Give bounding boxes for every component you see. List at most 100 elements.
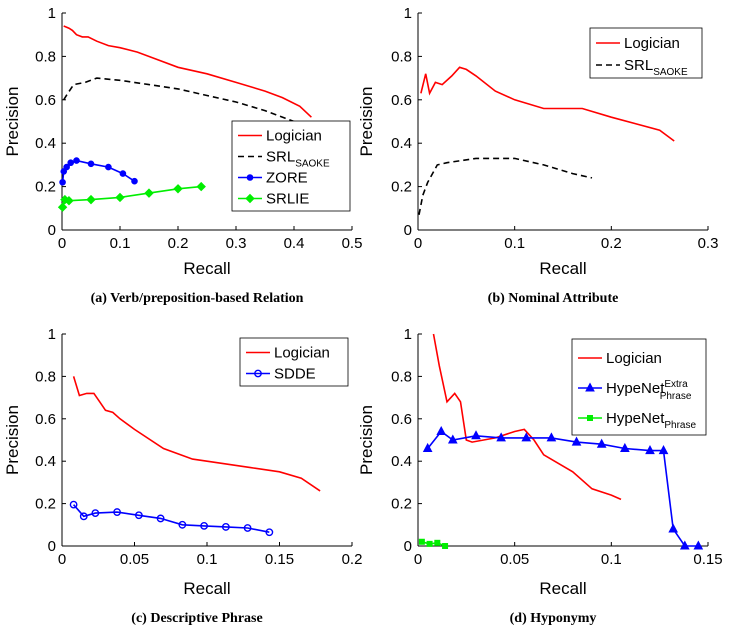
y-tick-label: 0.8 xyxy=(35,48,56,65)
x-tick-label: 0.4 xyxy=(284,235,305,252)
x-tick-label: 0 xyxy=(414,235,422,252)
data-point xyxy=(178,520,187,529)
data-point xyxy=(447,434,458,444)
data-point xyxy=(200,521,209,530)
series-line xyxy=(427,430,699,547)
y-axis-title: Precision xyxy=(357,405,376,475)
legend-box xyxy=(589,27,703,79)
legend: Logician SRLSAOKE xyxy=(589,27,703,79)
y-axis-title: Precision xyxy=(357,87,376,157)
legend-label-1: Logician xyxy=(606,350,662,367)
data-point xyxy=(243,524,252,532)
data-point xyxy=(645,445,655,455)
x-tick-label: 0.3 xyxy=(226,235,247,252)
legend-marker xyxy=(246,174,254,181)
data-point xyxy=(57,202,68,212)
data-point xyxy=(442,543,449,549)
data-point xyxy=(156,514,165,523)
data-point xyxy=(436,425,447,436)
data-point xyxy=(134,511,143,520)
y-tick-label: 0.2 xyxy=(35,179,56,196)
data-point xyxy=(79,512,88,521)
y-tick-label: 0.2 xyxy=(391,179,412,196)
legend: Logician HypeNetExtra Phrase HypeNetPhrase xyxy=(571,338,707,436)
data-point xyxy=(196,181,206,192)
data-point xyxy=(221,523,230,531)
panel-caption: (a) Verb/preposition-based Relation xyxy=(91,291,304,306)
panel-caption: (d) Hyponymy xyxy=(510,611,597,626)
data-point xyxy=(471,430,481,440)
y-tick-label: 0.6 xyxy=(391,92,412,109)
legend: Logician SDDE xyxy=(239,337,349,387)
series-2 xyxy=(418,157,593,215)
data-point xyxy=(105,163,112,171)
legend-label-2: SRLSAOKE xyxy=(624,57,688,78)
y-tick-label: 0.4 xyxy=(35,135,56,152)
series-line xyxy=(418,157,593,215)
series-line xyxy=(63,25,312,118)
y-tick-label: 0 xyxy=(48,222,56,239)
legend-label-2: SDDE xyxy=(274,366,316,383)
series-1 xyxy=(432,333,622,501)
chart-panel-3: 0 0.05 0.1 0.15 0.2 0 0.2 0.4 0.6 0.8 1 Recall Preci… xyxy=(3,326,362,626)
x-tick-label: 0.15 xyxy=(265,551,294,568)
x-tick-label: 0.2 xyxy=(601,235,622,252)
x-tick-label: 0.1 xyxy=(504,235,525,252)
x-axis-title: Recall xyxy=(539,579,586,598)
series-3 xyxy=(418,538,449,549)
legend-label-1: Logician xyxy=(266,128,322,145)
series-line xyxy=(63,77,318,127)
x-tick-label: 0.05 xyxy=(500,551,529,568)
series-3 xyxy=(59,157,138,186)
x-tick-label: 0.3 xyxy=(698,235,719,252)
data-point xyxy=(63,163,70,171)
legend-label-2: SRLSAOKE xyxy=(266,149,330,170)
x-tick-label: 0.2 xyxy=(342,551,363,568)
series-1 xyxy=(63,25,312,118)
series-4 xyxy=(57,181,206,212)
y-tick-label: 1 xyxy=(404,326,412,343)
data-point xyxy=(265,528,274,537)
y-tick-label: 1 xyxy=(48,326,56,343)
legend-box xyxy=(239,337,349,387)
y-tick-label: 0.6 xyxy=(35,92,56,109)
series-line xyxy=(432,333,622,501)
data-point xyxy=(546,432,557,442)
y-axis-title: Precision xyxy=(3,87,22,157)
panel-caption: (c) Descriptive Phrase xyxy=(131,611,262,626)
data-point xyxy=(69,500,78,509)
y-tick-label: 1 xyxy=(48,5,56,22)
y-tick-label: 0.8 xyxy=(35,368,56,385)
legend-label-2: HypeNetExtra Phrase xyxy=(606,379,692,402)
y-axis-title: Precision xyxy=(3,405,22,475)
y-tick-label: 0.6 xyxy=(35,411,56,428)
x-axis-title: Recall xyxy=(183,579,230,598)
data-point xyxy=(115,192,125,203)
data-point xyxy=(693,540,704,550)
y-tick-label: 0 xyxy=(404,538,412,555)
data-point xyxy=(67,159,74,167)
y-tick-label: 0.4 xyxy=(391,453,412,470)
x-tick-label: 0 xyxy=(58,551,66,568)
data-point xyxy=(620,442,630,452)
data-point xyxy=(596,438,607,448)
legend-label-1: Logician xyxy=(624,35,680,52)
y-tick-label: 0 xyxy=(404,222,412,239)
x-tick-label: 0.05 xyxy=(120,551,149,568)
y-tick-label: 0.6 xyxy=(391,411,412,428)
legend-marker xyxy=(587,415,593,421)
series-1 xyxy=(420,66,675,142)
y-tick-label: 0.4 xyxy=(35,453,56,470)
legend-box xyxy=(571,338,707,436)
x-tick-label: 0 xyxy=(414,551,422,568)
data-point xyxy=(144,188,154,198)
series-line xyxy=(72,376,321,492)
data-point xyxy=(113,508,122,516)
y-tick-label: 0.2 xyxy=(391,496,412,513)
data-point xyxy=(59,178,66,186)
data-point xyxy=(658,445,669,455)
x-tick-label: 0.1 xyxy=(197,551,218,568)
legend-marker xyxy=(245,193,255,204)
data-point xyxy=(679,540,690,550)
data-point xyxy=(87,160,95,168)
